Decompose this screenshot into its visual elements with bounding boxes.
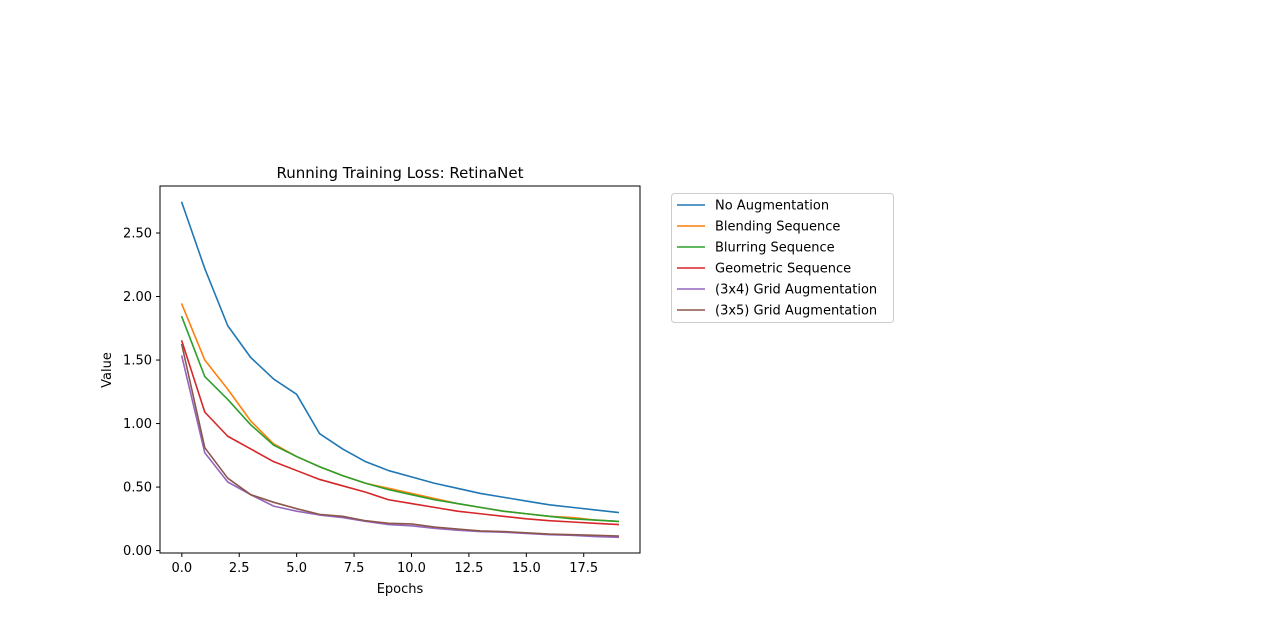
series-line-5 [180, 343, 620, 537]
legend-label-4: (3x4) Grid Augmentation [715, 283, 877, 298]
y-tick-label: 2.00 [123, 290, 152, 305]
x-tick-label: 15.0 [512, 561, 541, 576]
y-tick-label: 0.50 [123, 481, 152, 496]
legend-label-3: Geometric Sequence [715, 262, 851, 277]
chart-title: Running Training Loss: RetinaNet [277, 164, 524, 182]
series-line-0 [180, 201, 620, 514]
x-tick-label: 10.0 [397, 561, 426, 576]
x-tick-label: 2.5 [229, 561, 250, 576]
series-line-3 [180, 339, 620, 526]
x-tick-label: 5.0 [286, 561, 307, 576]
legend-label-1: Blending Sequence [715, 220, 840, 235]
plot-frame [159, 185, 641, 554]
legend-label-2: Blurring Sequence [715, 241, 835, 256]
x-axis: 0.0 2.5 5.0 7.5 10.0 12.5 15.0 17.5 [171, 553, 598, 576]
y-tick-label: 1.00 [123, 417, 152, 432]
legend-label-5: (3x5) Grid Augmentation [715, 304, 877, 319]
x-tick-label: 7.5 [344, 561, 365, 576]
y-tick-label: 2.50 [123, 227, 152, 242]
series-line-1 [180, 303, 620, 523]
y-axis-label: Value [100, 352, 115, 388]
y-tick-label: 1.50 [123, 354, 152, 369]
y-tick-label: 0.00 [123, 544, 152, 559]
series-lines [180, 201, 620, 539]
x-tick-label: 17.5 [569, 561, 598, 576]
x-tick-label: 0.0 [171, 561, 192, 576]
x-tick-label: 12.5 [454, 561, 483, 576]
series-line-2 [180, 315, 620, 523]
legend: No Augmentation Blending Sequence Blurring… [671, 193, 894, 323]
x-axis-label: Epochs [377, 582, 424, 597]
legend-label-0: No Augmentation [715, 199, 829, 214]
y-axis: 0.00 0.50 1.00 1.50 2.00 2.50 [123, 227, 160, 559]
legend-frame [671, 193, 894, 323]
